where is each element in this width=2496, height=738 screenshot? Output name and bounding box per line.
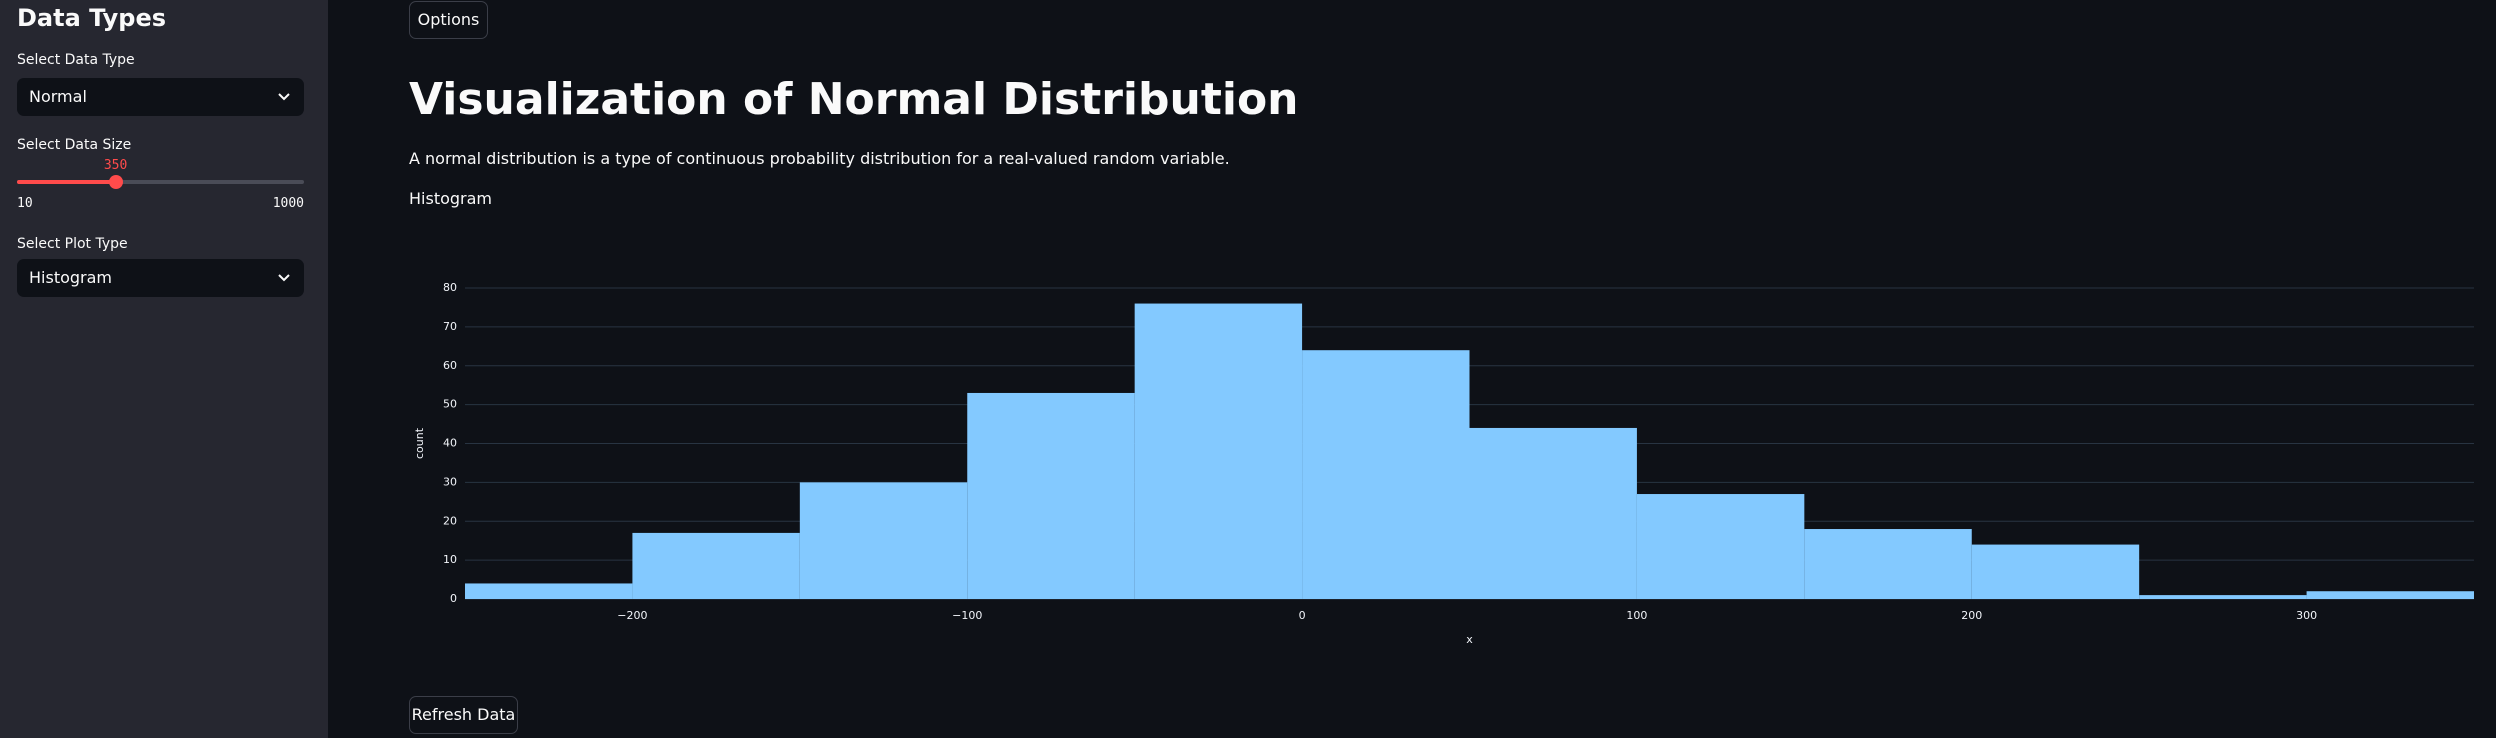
x-tick-label: 300 (2296, 609, 2317, 622)
slider-max: 1000 (272, 196, 304, 211)
refresh-button[interactable]: Refresh Data (409, 696, 518, 734)
sidebar: Data Types Select Data Type Normal Selec… (0, 0, 328, 738)
y-tick-label: 80 (443, 281, 457, 294)
x-tick-label: −100 (952, 609, 982, 622)
bar (1302, 350, 1470, 599)
y-tick-label: 70 (443, 320, 457, 333)
slider-fill (17, 180, 116, 184)
bar (1134, 303, 1303, 599)
x-axis-label: x (1466, 633, 1473, 646)
x-tick-label: −200 (617, 609, 647, 622)
y-axis-label: count (413, 427, 426, 459)
options-button[interactable]: Options (409, 1, 488, 39)
field-label: Select Data Type (17, 52, 135, 68)
subheader: Histogram (409, 189, 492, 208)
bar (1469, 427, 1637, 599)
y-tick-label: 10 (443, 553, 457, 566)
field-label: Select Plot Type (17, 236, 128, 252)
chevron (278, 274, 290, 282)
sidebar-title: Data Types (17, 4, 167, 32)
y-tick-label: 20 (443, 514, 457, 527)
y-tick-label: 60 (443, 359, 457, 372)
field-label: Select Data Size (17, 137, 132, 153)
slider-track (17, 180, 304, 184)
description: A normal distribution is a type of conti… (409, 149, 1230, 168)
y-tick-label: 30 (443, 475, 457, 488)
bar (1804, 529, 1972, 599)
bar (1971, 544, 2140, 599)
select-value: Histogram (29, 268, 112, 287)
bar (632, 532, 800, 599)
bar (2306, 591, 2474, 599)
slider-thumb[interactable] (108, 175, 123, 189)
y-tick-label: 40 (443, 437, 457, 450)
select-box[interactable]: Histogram (17, 259, 304, 297)
slider-value: 350 (103, 158, 128, 173)
y-tick-label: 50 (443, 398, 457, 411)
slider-min: 10 (17, 196, 33, 211)
x-tick-label: 100 (1626, 609, 1647, 622)
bar (1636, 494, 1805, 599)
chevron (278, 93, 290, 101)
histogram-chart: 0 10 20 30 40 50 60 70 80 −200 −100 0 100 200 300 x coun… (413, 281, 2474, 646)
y-tick-label: 0 (450, 592, 457, 605)
x-tick-label: 200 (1961, 609, 1982, 622)
x-tick-label: 0 (1299, 609, 1306, 622)
select-value: Normal (29, 87, 87, 106)
select-box[interactable]: Normal (17, 78, 304, 116)
main-title: Visualization of Normal Distribution (409, 74, 1299, 125)
bar (465, 583, 633, 599)
bar (967, 392, 1135, 599)
bar (2139, 595, 2307, 599)
bar (799, 482, 968, 599)
